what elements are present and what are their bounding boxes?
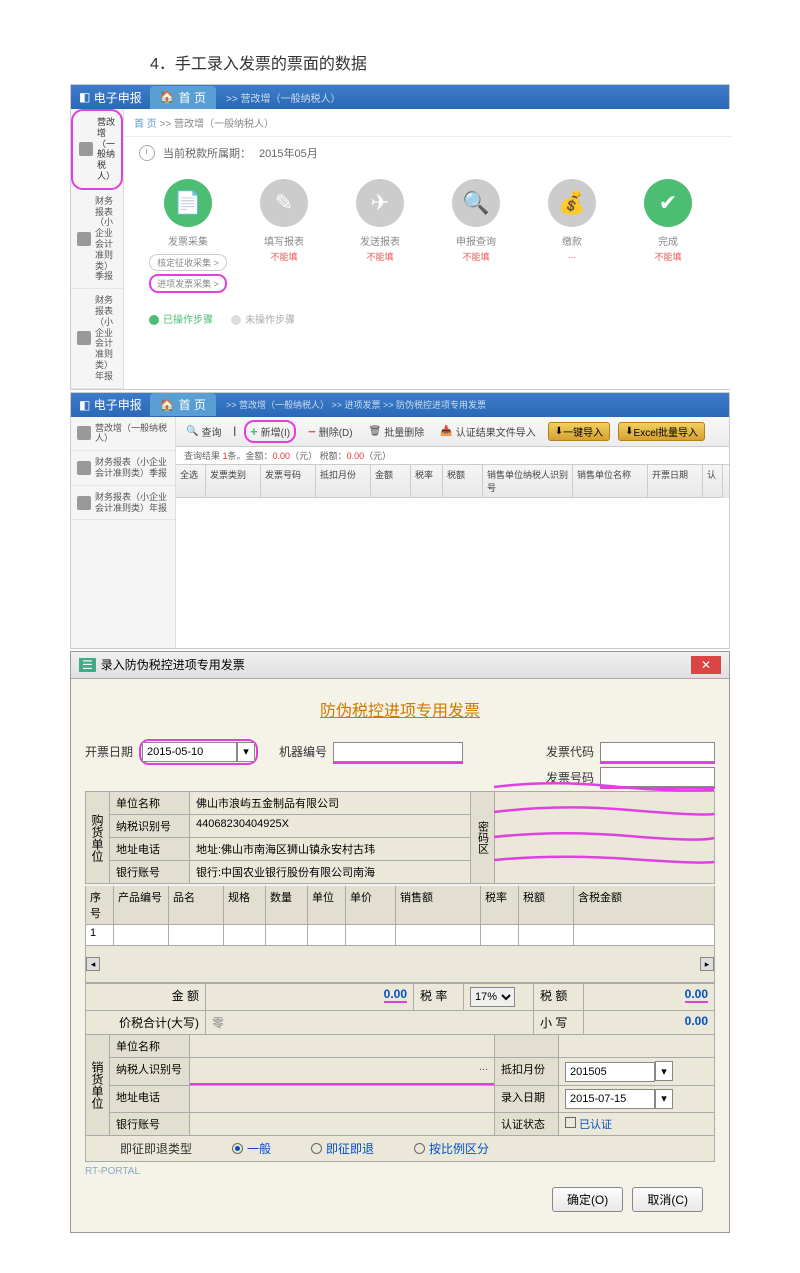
screenshot-2: ◧ 电子申报 🏠 首 页 >> 营改增（一般纳税人） >> 进项发票 >> 防伪… [70,392,730,649]
dialog-heading: 防伪税控进项专用发票 [85,697,715,721]
app-icon: ◧ [79,398,90,412]
dialog-titlebar: ☰ 录入防伪税控进项专用发票 ✕ [71,652,729,679]
breadcrumb: 首 页 >> 营改增（一般纳税人） [124,109,732,137]
ok-button[interactable]: 确定(O) [552,1187,623,1212]
invoice-num-label: 发票号码 [546,769,594,786]
dialog-title: 录入防伪税控进项专用发票 [101,656,245,673]
invoice-code-label: 发票代码 [546,743,594,760]
portal-text: RT-PORTAL [85,1162,715,1181]
close-button[interactable]: ✕ [691,656,721,674]
seller-addr-input[interactable] [190,1086,494,1113]
toolbar: 🔍查询 | +新增(I) −删除(D) 🗑批量删除 📥认证结果文件导入 ⬇ 一键… [176,417,729,447]
step-card[interactable]: ✔完成不能填 [629,179,707,293]
sidebar: 营改增（一般纳税人） 财务报表（小企业会计准则类）季报 财务报表（小企业会计准则… [71,109,124,389]
seller-taxid-input[interactable]: ... [190,1058,494,1085]
certified-checkbox[interactable] [565,1117,576,1128]
sidebar-item-fin-q[interactable]: 财务报表（小企业会计准则类）季报 [71,190,123,289]
home-tab[interactable]: 🏠 首 页 [150,86,216,109]
password-area [494,792,714,883]
password-label: 密码区 [470,792,494,883]
period-row: 当前税款所属期：2015年05月 [124,137,732,169]
statusbar: 查询结果 1条。金额：0.00（元） 税额：0.00（元） [176,447,729,464]
sidebar-item[interactable]: 财务报表（小企业会计准则类）季报 [71,451,175,486]
dk-month-input[interactable] [565,1062,655,1082]
legend: 已操作步骤 未操作步骤 [124,303,732,334]
app-icon: ◧ [79,90,90,104]
total-row: 价税合计(大写) 零 小 写 0.00 [85,1011,715,1035]
machine-label: 机器编号 [279,743,327,760]
sidebar-item[interactable]: 营改增（一般纳税人） [71,417,175,452]
sidebar-item-vat[interactable]: 营改增（一般纳税人） [71,109,123,190]
clock-icon [139,145,155,161]
step-card[interactable]: ✈发送报表不能填 [341,179,419,293]
opt-refund[interactable]: 即征即退 [311,1140,374,1157]
excel-import-button[interactable]: ⬇ Excel批量导入 [618,422,705,441]
sidebar-item[interactable]: 财务报表（小企业会计准则类）年报 [71,486,175,521]
buyer-block: 购货单位 单位名称佛山市浪屿五金制品有限公司 纳税识别号440682304049… [85,791,715,884]
add-button[interactable]: +新增(I) [244,420,296,443]
home-tab-2[interactable]: 🏠 首 页 [150,393,216,416]
amount-value: 0.00 [384,987,407,1003]
buyer-addr: 地址:佛山市南海区狮山镇永安村古玮 [190,838,470,860]
total-value: 0.00 [685,1014,708,1028]
query-button[interactable]: 🔍查询 [182,422,225,441]
amount-row: 金 额 0.00 税 率 17% 税 额 0.00 [85,984,715,1011]
table: 全选发票类别发票号码抵扣月份金额税率税额销售单位纳税人识别号销售单位名称开票日期… [176,464,729,648]
date-picker-button[interactable]: ▾ [237,742,255,762]
titlebar: ◧ 电子申报 🏠 首 页 >> 营改增（一般纳税人） [71,85,729,109]
titlebar2: ◧ 电子申报 🏠 首 页 >> 营改增（一般纳税人） >> 进项发票 >> 防伪… [71,393,729,417]
step-card[interactable]: 📄发票采集核定征收采集 >进项发票采集 > [149,179,227,293]
buyer-bank: 银行:中国农业银行股份有限公司南海 [190,861,470,883]
step-title: 4．手工录入发票的票面的数据 [150,50,650,74]
screenshot-1: ◧ 电子申报 🏠 首 页 >> 营改增（一般纳税人） 营改增（一般纳税人） 财务… [70,84,730,390]
seller-block: 销货单位 单位名称 纳税人识别号...抵扣月份▾ 地址电话录入日期▾ 银行账号认… [85,1035,715,1136]
opt-normal[interactable]: 一般 [232,1140,271,1157]
cancel-button[interactable]: 取消(C) [632,1187,703,1212]
opt-ratio[interactable]: 按比例区分 [414,1140,489,1157]
step-card[interactable]: 🔍申报查询不能填 [437,179,515,293]
item-table: 序号 产品编号 品名 规格 数量 单位 单价 销售额 税率 税额 含税金额 1 … [85,886,715,984]
seller-name-input[interactable] [190,1035,494,1057]
date-input[interactable] [142,742,237,762]
machine-input[interactable] [333,742,463,762]
icon-row: 📄发票采集核定征收采集 >进项发票采集 >✎填写报表不能填✈发送报表不能填🔍申报… [124,169,732,303]
buyer-taxid: 44068230404925X [190,815,470,837]
invoice-dialog: ☰ 录入防伪税控进项专用发票 ✕ 防伪税控进项专用发票 开票日期 ▾ 机器编号 … [70,651,730,1234]
invoice-num-input[interactable] [600,767,715,787]
tax-rate-select[interactable]: 17% [470,987,515,1007]
delete-button[interactable]: −删除(D) [304,422,356,441]
item-row[interactable]: 1 [86,925,714,945]
tax-value: 0.00 [685,987,708,1003]
buyer-block-label: 购货单位 [86,792,110,883]
step-card[interactable]: 💰缴款… [533,179,611,293]
import-button[interactable]: 📥认证结果文件导入 [436,422,539,441]
step-card[interactable]: ✎填写报表不能填 [245,179,323,293]
crumb2: >> 营改增（一般纳税人） >> 进项发票 >> 防伪税控进项专用发票 [216,398,486,411]
scroll-left-button[interactable]: ◂ [86,957,100,971]
dialog-icon: ☰ [79,658,96,672]
annotation-scribble [489,772,719,882]
scroll-right-button[interactable]: ▸ [700,957,714,971]
refund-type-row: 即征即退类型 一般 即征即退 按比例区分 [85,1136,715,1162]
sidebar2: 营改增（一般纳税人） 财务报表（小企业会计准则类）季报 财务报表（小企业会计准则… [71,417,176,648]
buyer-name: 佛山市浪屿五金制品有限公司 [190,792,470,814]
batch-delete-button[interactable]: 🗑批量删除 [365,422,429,441]
record-date-input[interactable] [565,1089,655,1109]
crumb-suffix: >> 营改增（一般纳税人） [216,90,340,105]
date-label: 开票日期 [85,743,133,760]
app-title: 电子申报 [94,89,142,106]
invoice-code-input[interactable] [600,742,715,762]
onekey-import-button[interactable]: ⬇ 一键导入 [548,422,610,441]
sidebar-item-fin-y[interactable]: 财务报表（小企业会计准则类）年报 [71,289,123,388]
